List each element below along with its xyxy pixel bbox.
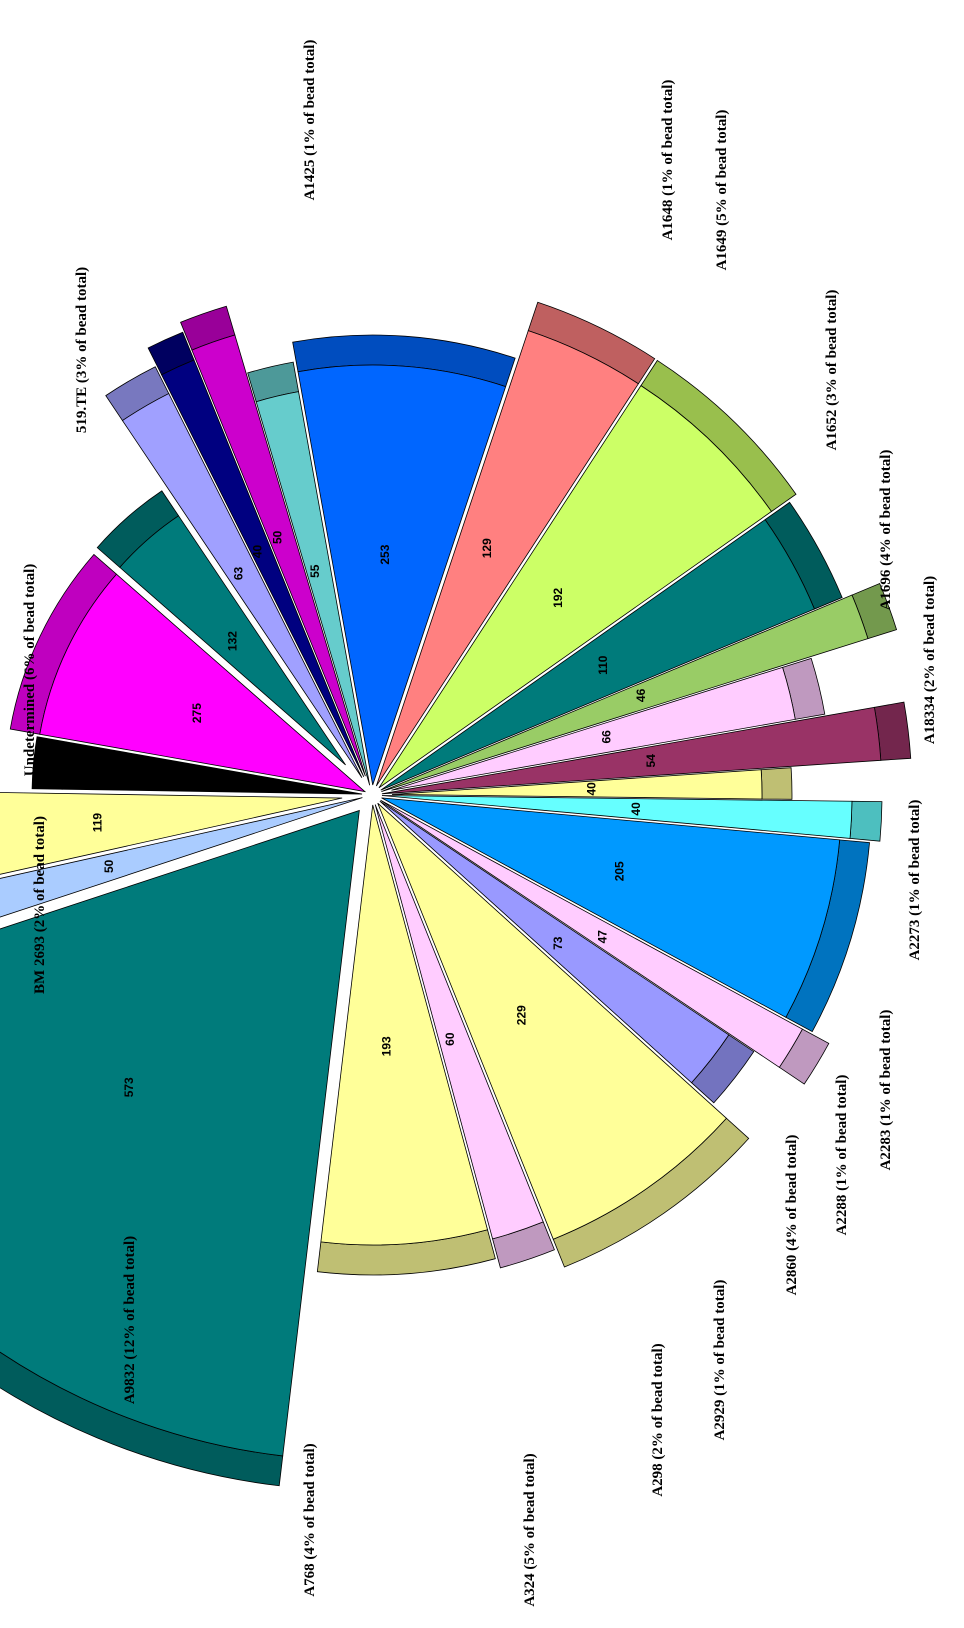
pie-slice: [255, 391, 371, 786]
pie-slice: [39, 573, 367, 793]
category-label: A324 (5% of bead total): [522, 1453, 538, 1606]
pie-slice: [378, 385, 773, 789]
value-label: 253: [378, 544, 392, 564]
category-label: 519.TE (3% of bead total): [74, 267, 90, 433]
pie-slice: [381, 795, 853, 839]
value-label: 275: [190, 703, 204, 723]
value-label: 132: [226, 631, 240, 651]
category-label: A2860 (4% of bead total): [784, 1135, 800, 1296]
pie-slice: [119, 515, 346, 766]
category-label: A1696 (4% of bead total): [878, 450, 894, 611]
pie-slice: [381, 594, 869, 792]
pie-slice: [61, 741, 363, 795]
value-label: 193: [379, 1036, 393, 1056]
pie-slice: [379, 800, 730, 1084]
category-label: BM 2693 (2% of bead total): [32, 816, 48, 994]
value-label: 119: [90, 813, 104, 833]
category-label: A1425 (1% of bead total): [302, 40, 318, 201]
value-label: 60: [443, 1032, 457, 1046]
value-label: 40: [629, 802, 643, 816]
category-label: A2288 (1% of bead total): [834, 1075, 850, 1236]
pie-slice: [375, 330, 639, 787]
category-label: A18334 (2% of bead total): [922, 576, 938, 744]
pie-slice: [320, 804, 489, 1246]
value-label: 192: [551, 587, 565, 607]
category-label: A768 (4% of bead total): [302, 1443, 318, 1596]
category-label: A9832 (12% of bead total): [122, 1236, 138, 1404]
value-label: 129: [480, 538, 494, 558]
value-label: 54: [644, 754, 658, 768]
pie-slice: [191, 334, 366, 777]
pie-slices: [0, 301, 912, 1487]
category-labels: A1425 (1% of bead total) 519.TE (3% of be…: [22, 40, 938, 1607]
slice-edge: [849, 800, 883, 842]
slice-edge: [760, 767, 793, 800]
category-label: A2929 (1% of bead total): [712, 1280, 728, 1441]
value-label: 46: [634, 688, 648, 702]
category-label: A1649 (5% of bead total): [714, 110, 730, 271]
value-label: 40: [584, 782, 598, 796]
value-label: 66: [600, 730, 614, 744]
pie-slice: [0, 809, 360, 1457]
category-label: A2273 (1% of bead total): [907, 800, 923, 961]
category-label: A1648 (1% of bead total): [660, 80, 676, 241]
pie-slice: [381, 797, 841, 1018]
pie-slice: [391, 769, 763, 800]
pie-slice: [297, 364, 507, 786]
category-label: Undetermined (6% of bead total): [22, 564, 38, 776]
pie-slice: [161, 359, 365, 777]
value-label: 110: [596, 655, 610, 675]
pie-slice: [374, 804, 544, 1240]
pie-slice: [391, 666, 796, 791]
value-label: 50: [271, 530, 285, 544]
pie-slice: [377, 802, 728, 1240]
value-label: 55: [308, 564, 322, 578]
pie-slice: [380, 519, 815, 791]
value-label: 73: [551, 936, 565, 950]
pie-slice: [381, 706, 882, 795]
category-label: A1652 (3% of bead total): [824, 290, 840, 451]
value-label: 80: [187, 771, 201, 785]
value-label: 573: [122, 1077, 136, 1097]
value-label: 50: [102, 859, 116, 873]
pie-slice: [121, 393, 363, 778]
value-labels: 275 132 63 40 50 55 253 129 192 110 46 66 54 40 40 205 4…: [90, 530, 658, 1097]
value-label: 205: [613, 861, 627, 881]
value-label: 63: [232, 566, 246, 580]
category-label: A2283 (1% of bead total): [878, 1010, 894, 1171]
value-label: 47: [595, 930, 609, 944]
category-label: A298 (2% of bead total): [650, 1343, 666, 1496]
pie-slice: [0, 792, 343, 875]
value-label: 229: [515, 1005, 529, 1025]
pie-slice: [380, 799, 803, 1068]
value-label: 40: [250, 544, 264, 558]
